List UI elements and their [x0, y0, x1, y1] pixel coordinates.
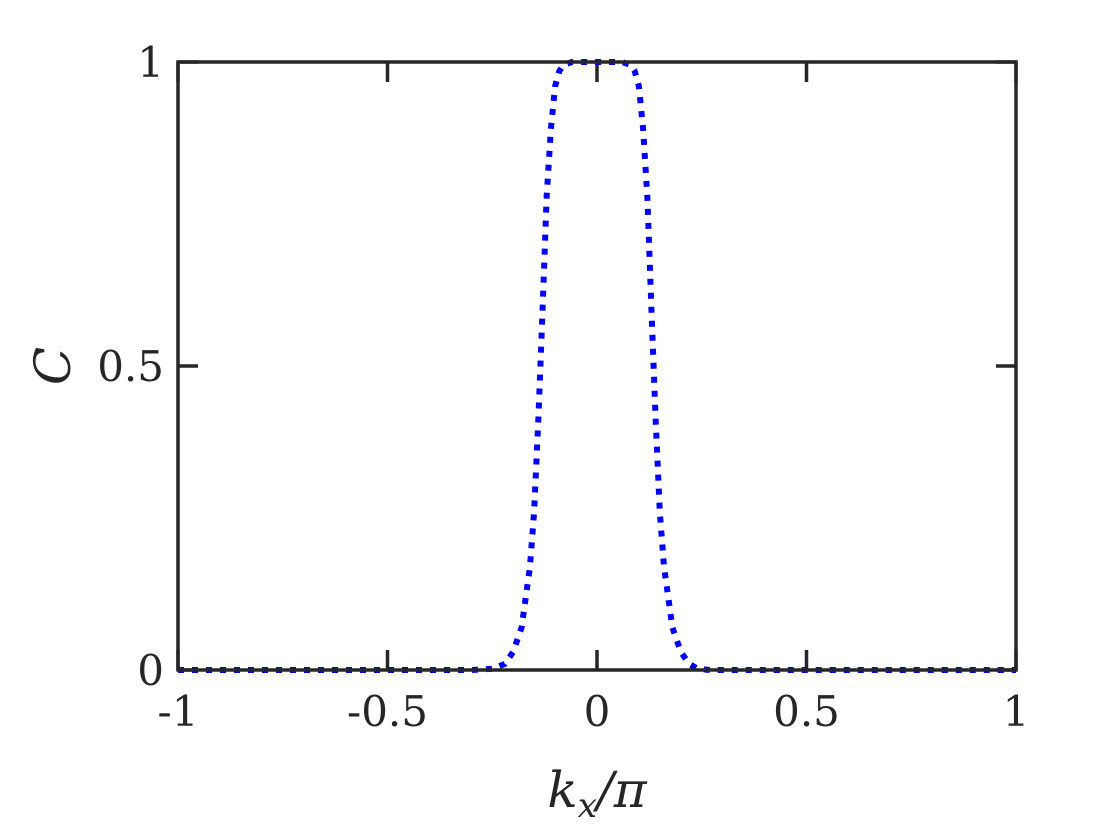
x-axis-label-rest: /π — [593, 761, 648, 819]
x-tick-label: 0.5 — [773, 687, 840, 736]
x-tick-label: -0.5 — [347, 687, 428, 736]
y-tick-label: 0 — [137, 646, 164, 695]
series-layer — [178, 59, 1016, 673]
x-axis-label: kx/π — [547, 761, 647, 826]
x-tick-label: 0 — [584, 687, 611, 736]
plot-frame — [176, 60, 1018, 672]
y-tick-label: 0.5 — [97, 342, 164, 391]
y-tick-label: 1 — [137, 38, 164, 87]
tick-labels-layer: -1 -0.5 0 0.5 1 0 0.5 1 — [97, 38, 1029, 736]
x-axis-label-base: k — [547, 761, 577, 819]
x-tick-label: 1 — [1003, 687, 1030, 736]
ticks-layer — [176, 60, 1018, 672]
y-axis-label: C — [24, 347, 82, 385]
x-axis-label-sub: x — [578, 786, 597, 826]
series-line — [178, 59, 1016, 673]
x-tick-label: -1 — [158, 687, 199, 736]
